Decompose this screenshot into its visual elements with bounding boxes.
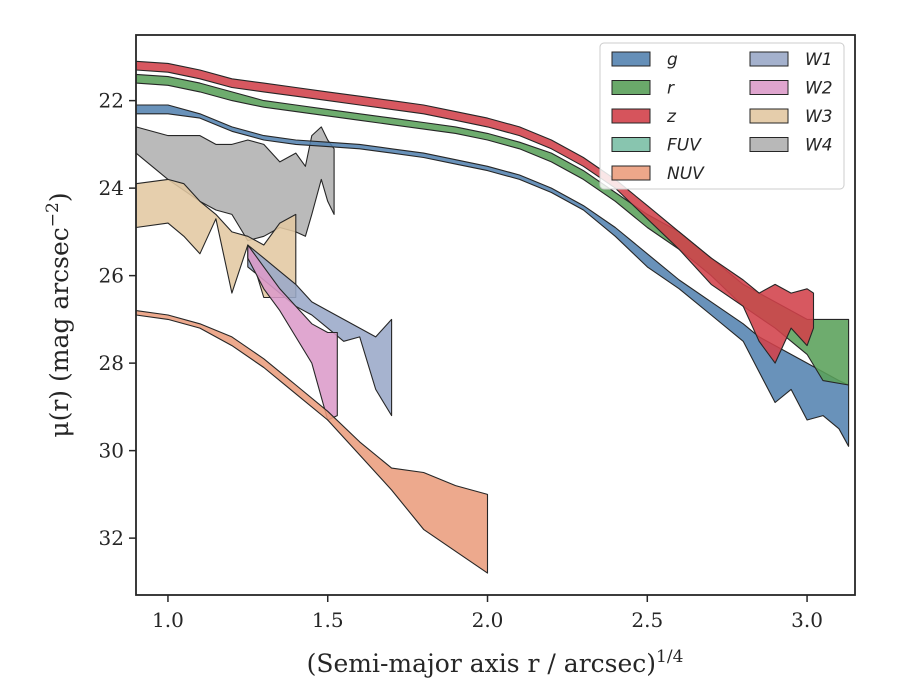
- legend-label-FUV: FUV: [667, 136, 702, 156]
- x-tick-label: 1.5: [312, 608, 344, 632]
- legend: grz FUV NUV W1 W2 W3 W4: [599, 42, 845, 190]
- plot-frame: [135, 34, 856, 596]
- legend-swatch-W4: [749, 137, 789, 152]
- y-tick-label: 32: [99, 526, 124, 550]
- y-axis-ticks: 22 24 26 28 30 32: [99, 89, 136, 550]
- y-tick-label: 30: [99, 439, 124, 463]
- legend-swatch-r: [611, 80, 651, 95]
- legend-swatch-FUV: [611, 137, 651, 152]
- legend-frame: [599, 42, 845, 190]
- x-tick-label: 1.0: [152, 608, 184, 632]
- y-axis-label: μ(r) (mag arcsec−2): [43, 192, 74, 437]
- x-tick-label: 2.5: [631, 608, 663, 632]
- x-tick-label: 3.0: [791, 608, 823, 632]
- legend-label-g: g: [667, 50, 678, 70]
- legend-label-W3: W3: [805, 107, 833, 127]
- y-tick-label: 24: [99, 176, 124, 200]
- legend-swatch-W1: [749, 51, 789, 67]
- legend-label-W1: W1: [805, 50, 833, 70]
- band-NUV: [135, 310, 489, 574]
- legend-swatch-W3: [749, 108, 789, 124]
- band-layer: [135, 60, 850, 574]
- band-r: [135, 73, 850, 386]
- legend-label-NUV: NUV: [667, 164, 705, 184]
- legend-label-W2: W2: [805, 79, 833, 99]
- band-W2: [247, 244, 338, 421]
- band-g: [135, 104, 850, 447]
- y-tick-label: 22: [99, 89, 124, 113]
- band-z: [135, 60, 815, 364]
- legend-label-W4: W4: [805, 136, 833, 156]
- legend-swatch-W2: [749, 80, 789, 95]
- legend-swatch-z: [611, 108, 651, 124]
- x-axis-ticks: 1.0 1.5 2.0 2.5 3.0: [152, 595, 823, 632]
- legend-label-r: r: [667, 79, 675, 99]
- legend-swatch-NUV: [611, 165, 651, 181]
- legend-label-z: z: [666, 107, 677, 127]
- band-W4: [135, 126, 335, 242]
- y-tick-label: 28: [99, 351, 124, 375]
- x-tick-label: 2.0: [472, 608, 504, 632]
- legend-swatch-g: [611, 51, 651, 67]
- x-axis-label: (Semi-major axis r / arcsec)1/4: [307, 647, 684, 678]
- y-tick-label: 26: [99, 264, 124, 288]
